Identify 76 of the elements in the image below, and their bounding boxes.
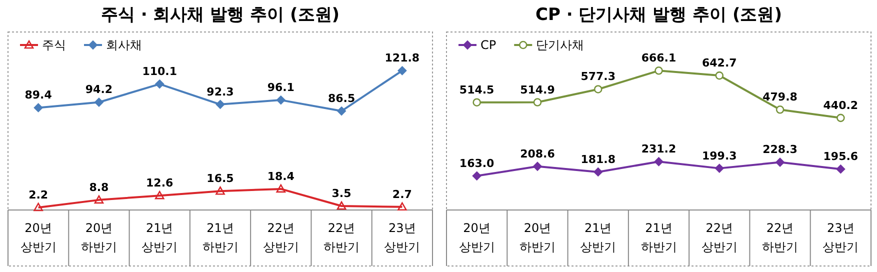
data-label: 228.3 <box>762 143 798 156</box>
x-tick-label: 22년 상반기 <box>262 221 299 254</box>
x-tick-label: 20년 하반기 <box>80 221 117 254</box>
data-label: 514.9 <box>520 83 555 96</box>
point <box>398 202 407 211</box>
point <box>594 85 602 94</box>
point <box>776 158 785 167</box>
point <box>594 167 603 176</box>
point <box>533 98 542 106</box>
data-label: 577.3 <box>580 70 616 84</box>
data-label: 514.5 <box>459 83 494 96</box>
data-label: 440.2 <box>823 98 858 112</box>
x-tick-label: 21년 하반기 <box>202 221 238 254</box>
data-label: 12.6 <box>146 176 174 190</box>
legend-label: 주식 <box>42 38 66 52</box>
data-label: 8.8 <box>89 180 109 194</box>
data-label: 16.5 <box>206 172 234 186</box>
point <box>94 195 104 204</box>
legend-label: 단기사채 <box>536 38 584 52</box>
data-label: 92.3 <box>206 85 234 98</box>
point <box>34 202 43 212</box>
point <box>532 162 542 171</box>
data-label: 86.5 <box>328 92 356 106</box>
point <box>94 98 104 107</box>
data-label: 163.0 <box>459 156 495 170</box>
x-tick-label: 20년 하반기 <box>519 221 556 254</box>
point <box>715 71 724 80</box>
chart-title: CP · 단기사채 발행 추이 (조원) <box>535 5 782 25</box>
data-label: 199.3 <box>702 149 737 162</box>
chart-title: 주식 · 회사채 발행 추이 (조원) <box>100 5 340 25</box>
point <box>654 66 663 75</box>
legend-label: CP <box>480 38 496 52</box>
x-tick-label: 21년 상반기 <box>142 221 178 254</box>
point <box>836 164 846 174</box>
x-tick-label: 22년 하반기 <box>324 221 360 254</box>
point <box>276 96 286 105</box>
point <box>398 66 407 76</box>
data-label: 479.8 <box>762 90 798 104</box>
data-label: 666.1 <box>641 52 676 65</box>
point <box>472 98 481 107</box>
point <box>836 114 845 122</box>
x-tick-label: 23년 상반기 <box>384 221 420 254</box>
data-label: 181.8 <box>580 152 616 166</box>
data-label: 96.1 <box>267 81 294 94</box>
data-label: 231.2 <box>641 142 676 156</box>
x-tick-label: 21년 상반기 <box>580 221 616 254</box>
point <box>654 157 664 166</box>
data-label: 642.7 <box>702 56 737 70</box>
x-tick-label: 20년 상반기 <box>458 221 495 254</box>
point <box>155 80 164 89</box>
x-tick-label: 22년 하반기 <box>762 221 798 254</box>
data-label: 2.7 <box>392 188 412 201</box>
point <box>776 105 784 114</box>
point <box>336 201 346 210</box>
x-tick-label: 21년 하반기 <box>640 221 677 254</box>
data-label: 195.6 <box>823 150 858 164</box>
data-label: 18.4 <box>267 170 295 183</box>
data-label: 121.8 <box>384 52 420 65</box>
point <box>337 106 346 116</box>
data-label: 208.6 <box>520 147 556 160</box>
x-tick-label: 22년 상반기 <box>701 221 738 254</box>
point <box>472 171 482 180</box>
data-label: 2.2 <box>28 188 48 202</box>
point <box>714 164 724 173</box>
x-tick-label: 20년 상반기 <box>20 221 56 254</box>
point <box>216 100 225 109</box>
point <box>216 186 225 195</box>
data-label: 94.2 <box>85 83 113 96</box>
x-tick-label: 23년 상반기 <box>822 221 859 254</box>
point <box>276 184 286 193</box>
point <box>34 103 43 112</box>
data-label: 110.1 <box>142 65 178 78</box>
data-label: 89.4 <box>24 88 52 102</box>
point <box>154 190 164 200</box>
legend-label: 회사채 <box>106 38 142 52</box>
data-label: 3.5 <box>332 186 352 200</box>
